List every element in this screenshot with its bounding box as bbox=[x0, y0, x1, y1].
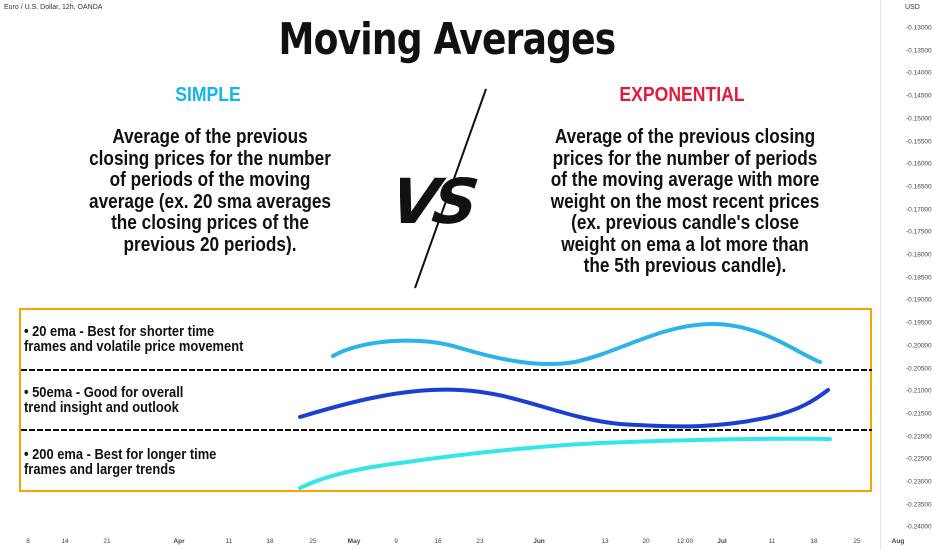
price-axis-tick: -0.16500 bbox=[906, 183, 932, 191]
exponential-heading: EXPONENTIAL bbox=[619, 84, 745, 106]
price-axis-tick: -0.23000 bbox=[906, 478, 932, 486]
ema-20-label: • 20 ema - Best for shorter time frames … bbox=[24, 324, 243, 354]
price-axis-tick: -0.20000 bbox=[906, 342, 932, 350]
price-axis-tick: -0.19000 bbox=[906, 296, 932, 304]
ema-200-label: • 200 ema - Best for longer time frames … bbox=[24, 447, 216, 477]
ema-20-label-line2: frames and volatile price movement bbox=[24, 338, 244, 355]
ema-50-label: • 50ema - Good for overall trend insight… bbox=[24, 385, 183, 415]
time-axis-tick: 20 bbox=[642, 538, 650, 545]
page-title: Moving Averages bbox=[278, 14, 617, 65]
ema-50-label-line1: • 50ema - Good for overall bbox=[24, 384, 184, 401]
time-axis-tick: May bbox=[347, 538, 361, 545]
ema-comparison-panel bbox=[19, 308, 872, 492]
price-axis-tick: -0.17000 bbox=[906, 206, 932, 214]
ema-50-curve bbox=[298, 387, 830, 429]
price-axis-tick: -0.17500 bbox=[906, 228, 932, 236]
time-axis-tick: 11 bbox=[768, 538, 776, 545]
time-axis-tick: 23 bbox=[476, 538, 484, 545]
price-axis-tick: -0.13500 bbox=[906, 47, 932, 55]
price-axis-tick: -0.18500 bbox=[906, 274, 932, 282]
price-axis-tick: -0.20500 bbox=[906, 365, 932, 372]
time-axis-tick: Jul bbox=[717, 538, 727, 545]
ema-20-curve bbox=[331, 321, 822, 366]
simple-heading: SIMPLE bbox=[175, 84, 241, 106]
time-axis-tick: 12:00 bbox=[676, 538, 694, 545]
time-axis-tick: 8 bbox=[26, 538, 30, 545]
time-axis-tick: Jun bbox=[533, 538, 545, 545]
simple-description: Average of the previous closing prices f… bbox=[89, 126, 331, 256]
time-axis-tick: 18 bbox=[266, 538, 274, 545]
ema-200-label-line1: • 200 ema - Best for longer time bbox=[24, 446, 217, 463]
price-axis-tick: -0.13000 bbox=[906, 24, 932, 32]
price-axis-tick: -0.24000 bbox=[906, 523, 932, 531]
time-axis-tick: 13 bbox=[601, 538, 609, 545]
time-axis-tick: Aug bbox=[891, 538, 905, 545]
ema-20-label-line1: • 20 ema - Best for shorter time bbox=[24, 323, 215, 340]
price-axis-currency: USD bbox=[905, 4, 920, 11]
time-axis-tick: Apr bbox=[173, 538, 185, 545]
price-axis-tick: -0.14500 bbox=[906, 92, 932, 100]
chart-symbol: Euro / U.S. Dollar, 12h, OANDA bbox=[4, 4, 103, 11]
time-axis-tick: 16 bbox=[434, 538, 442, 545]
versus-text: VS bbox=[400, 165, 480, 238]
price-axis-tick: -0.21000 bbox=[906, 387, 932, 395]
versus-graphic: VS bbox=[386, 85, 500, 290]
price-axis-tick: -0.22500 bbox=[906, 455, 932, 463]
ema-50-label-line2: trend insight and outlook bbox=[24, 399, 179, 416]
ema-200-label-line2: frames and larger trends bbox=[24, 461, 176, 478]
price-axis-tick: -0.19500 bbox=[906, 319, 932, 327]
time-axis-tick: 25 bbox=[309, 538, 317, 545]
time-axis-tick: 11 bbox=[225, 538, 233, 545]
price-axis-tick: -0.16000 bbox=[906, 160, 932, 168]
exponential-description: Average of the previous closing prices f… bbox=[550, 126, 820, 277]
time-axis-tick: 18 bbox=[810, 538, 818, 545]
price-axis-tick: -0.21500 bbox=[906, 410, 932, 418]
price-axis[interactable] bbox=[880, 0, 932, 550]
price-axis-tick: -0.22000 bbox=[906, 433, 932, 441]
price-axis-tick: -0.23500 bbox=[906, 501, 932, 509]
time-axis-tick: 14 bbox=[61, 538, 69, 545]
versus-slash bbox=[414, 88, 487, 289]
price-axis-tick: -0.15000 bbox=[906, 115, 932, 123]
price-axis-tick: -0.14000 bbox=[906, 69, 932, 77]
time-axis-tick: 21 bbox=[103, 538, 111, 545]
time-axis-tick: 25 bbox=[853, 538, 861, 545]
ema-200-curve bbox=[298, 436, 832, 490]
price-axis-tick: -0.15500 bbox=[906, 138, 932, 145]
price-axis-tick: -0.18000 bbox=[906, 251, 932, 259]
time-axis-tick: 9 bbox=[394, 538, 398, 545]
